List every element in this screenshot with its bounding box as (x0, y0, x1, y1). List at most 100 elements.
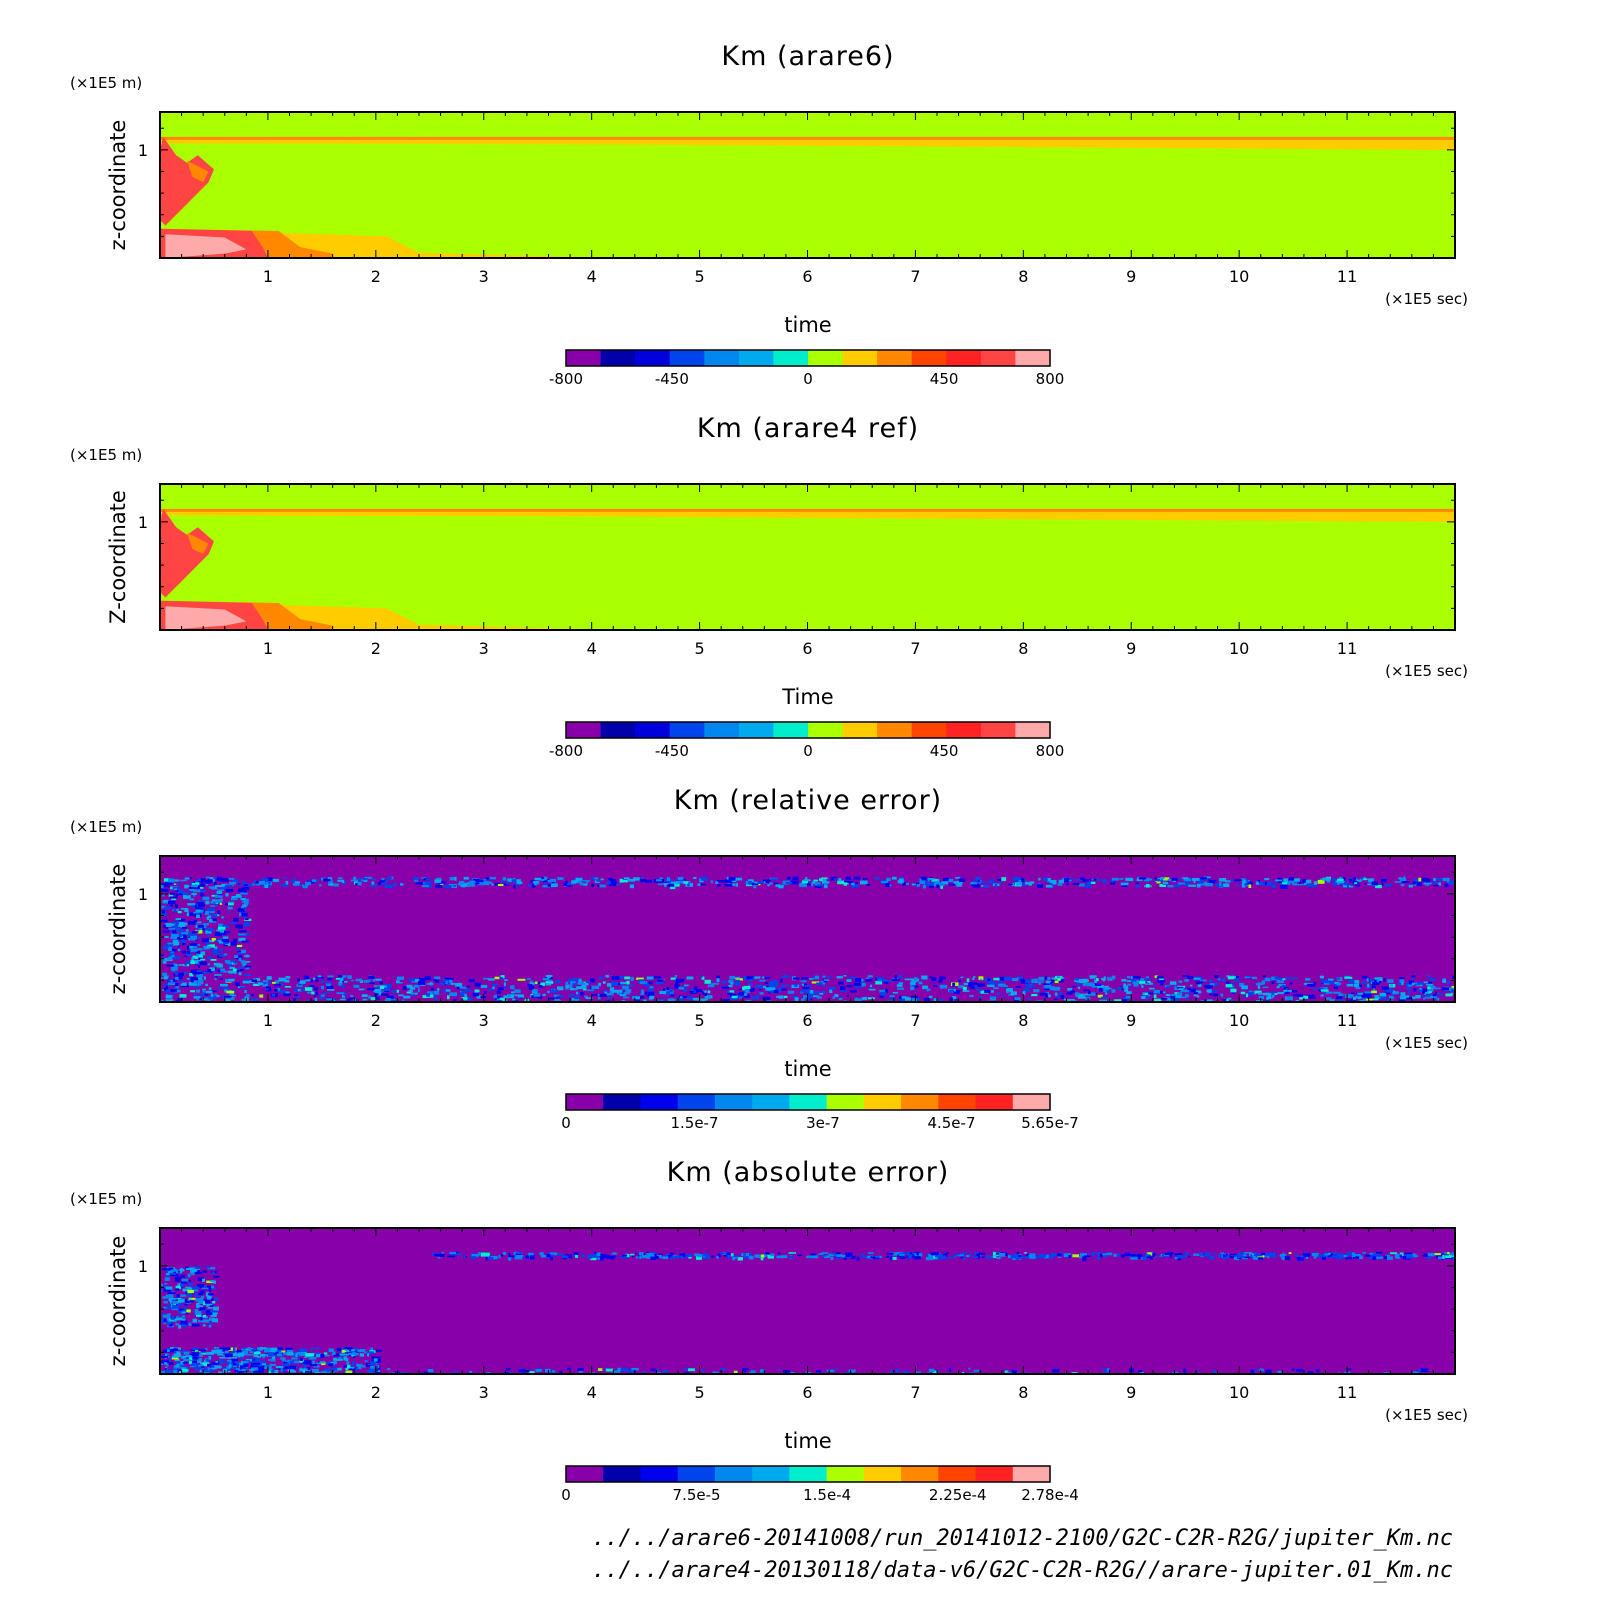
error-speck (175, 888, 179, 892)
error-speck (899, 996, 907, 999)
error-speck (193, 996, 201, 999)
error-speck (837, 880, 844, 885)
error-speck (1119, 877, 1124, 880)
error-speck (844, 880, 852, 884)
error-speck (1146, 884, 1150, 888)
colorbar-swatch (566, 350, 602, 366)
error-speck (222, 1347, 225, 1352)
error-speck (996, 1257, 1001, 1259)
error-speck (409, 994, 415, 996)
error-speck (542, 993, 546, 997)
error-speck (1090, 992, 1096, 996)
error-speck (190, 969, 199, 973)
error-speck (602, 1254, 610, 1258)
error-speck (642, 1255, 647, 1259)
error-speck (1082, 1257, 1087, 1262)
error-speck (1182, 975, 1189, 977)
error-speck (629, 1253, 635, 1256)
error-speck (503, 982, 506, 987)
error-speck (907, 1254, 913, 1259)
x-tick-label: 3 (479, 267, 489, 286)
error-speck (865, 979, 873, 982)
error-speck (1395, 1257, 1401, 1259)
error-speck (846, 995, 849, 997)
error-speck (629, 884, 634, 889)
error-speck (1264, 878, 1270, 881)
error-speck (1392, 991, 1399, 995)
error-speck (1059, 991, 1063, 996)
error-speck (426, 884, 432, 888)
error-speck (759, 979, 766, 982)
error-speck (1063, 998, 1067, 1001)
error-speck (196, 970, 202, 972)
error-speck (555, 979, 561, 984)
error-speck (974, 877, 981, 881)
error-speck (198, 979, 203, 981)
error-speck (867, 997, 875, 1000)
error-speck (179, 879, 187, 882)
error-speck (196, 974, 204, 978)
error-speck (311, 1347, 314, 1351)
error-speck (608, 877, 613, 880)
error-speck (606, 881, 611, 885)
error-speck (241, 904, 247, 908)
error-speck (160, 888, 169, 892)
error-speck (181, 1368, 189, 1372)
error-speck (1345, 1257, 1353, 1260)
error-speck (754, 995, 759, 1000)
error-speck (302, 1364, 308, 1368)
x-unit-label: (×1E5 sec) (1385, 1034, 1468, 1052)
error-speck (206, 1351, 214, 1355)
error-speck (437, 1252, 440, 1255)
error-speck (246, 994, 250, 997)
y-tick-label: 1 (138, 1257, 148, 1276)
error-speck (1284, 977, 1290, 980)
error-speck (348, 1364, 354, 1367)
error-speck (424, 881, 432, 883)
error-speck (466, 985, 471, 988)
error-speck (324, 981, 333, 984)
error-speck (166, 1313, 171, 1315)
error-speck (170, 951, 175, 954)
error-speck (1193, 1253, 1200, 1256)
error-speck (305, 1353, 310, 1357)
error-speck (231, 897, 238, 901)
error-speck (1208, 979, 1213, 983)
error-speck (1445, 993, 1453, 997)
error-speck (638, 979, 645, 983)
error-speck (829, 989, 833, 993)
error-speck (963, 986, 967, 991)
error-speck (165, 1269, 169, 1273)
error-speck (1113, 1253, 1117, 1257)
error-speck (565, 981, 569, 984)
x-tick-label: 7 (910, 639, 920, 658)
error-speck (207, 908, 215, 912)
error-speck (414, 992, 418, 995)
error-speck (1371, 881, 1378, 886)
error-speck (214, 915, 217, 918)
x-tick-label: 11 (1337, 1011, 1357, 1030)
error-speck (499, 997, 506, 1001)
error-speck (337, 1367, 342, 1371)
error-speck (214, 895, 223, 898)
error-speck (670, 1256, 674, 1260)
error-speck (988, 981, 997, 986)
error-speck (286, 1361, 289, 1365)
error-speck (1271, 981, 1275, 984)
error-speck (186, 1309, 191, 1313)
error-speck (362, 1365, 366, 1368)
error-speck (366, 1351, 375, 1355)
error-speck (750, 1370, 756, 1373)
error-speck (610, 1256, 615, 1260)
error-speck (167, 900, 176, 904)
error-speck (236, 946, 240, 950)
error-speck (1090, 881, 1096, 884)
error-speck (293, 994, 299, 996)
error-speck (1105, 992, 1108, 995)
error-speck (163, 1318, 167, 1322)
x-tick-label: 10 (1229, 1011, 1249, 1030)
error-speck (235, 924, 243, 928)
error-speck (227, 911, 231, 914)
error-speck (362, 998, 368, 1001)
